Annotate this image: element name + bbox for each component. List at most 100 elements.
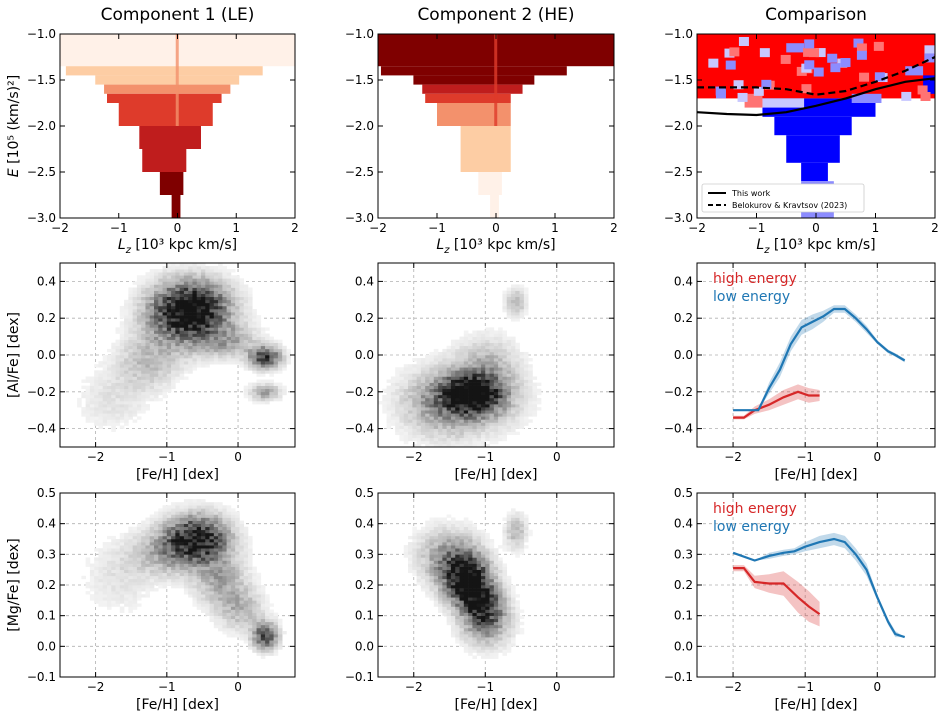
histogram-bin	[269, 649, 274, 653]
histogram-bin	[485, 634, 490, 638]
histogram-bin	[511, 351, 516, 356]
histogram-bin	[416, 416, 422, 420]
histogram-bin	[85, 394, 91, 399]
histogram-bin	[136, 575, 142, 580]
histogram-bin	[218, 585, 223, 589]
histogram-bin	[446, 621, 452, 626]
histogram-bin	[162, 281, 168, 285]
histogram-bin	[162, 373, 168, 377]
histogram-bin	[188, 581, 193, 586]
histogram-bin	[119, 348, 125, 353]
histogram-bin	[425, 560, 430, 564]
histogram-bin	[408, 407, 413, 411]
histogram-bin	[124, 376, 129, 380]
histogram-bin	[395, 413, 400, 417]
histogram-bin	[107, 545, 112, 549]
histogram-bin	[256, 609, 262, 613]
histogram-bin	[183, 508, 189, 512]
histogram-bin	[455, 364, 460, 368]
histogram-bin	[136, 293, 142, 298]
histogram-bin	[248, 351, 253, 356]
histogram-bin	[282, 351, 287, 356]
histogram-bin	[403, 440, 409, 445]
histogram-bin	[218, 548, 223, 552]
histogram-bin	[416, 367, 422, 371]
histogram-bin	[162, 272, 168, 276]
histogram-bin	[218, 569, 223, 574]
histogram-bin	[472, 425, 477, 429]
histogram-bin	[511, 355, 516, 359]
histogram-bin	[416, 358, 422, 362]
histogram-bin	[218, 508, 223, 512]
histogram-bin	[260, 603, 266, 607]
histogram-bin	[459, 612, 465, 616]
histogram-bin	[188, 578, 193, 583]
histogram-bin	[502, 388, 508, 393]
histogram-bin	[515, 351, 520, 356]
histogram-bin	[209, 618, 215, 623]
histogram-bin	[201, 278, 206, 282]
histogram-bin	[149, 290, 155, 294]
histogram-bin	[468, 532, 473, 537]
histogram-bin	[498, 385, 503, 390]
histogram-bin	[472, 434, 477, 439]
histogram-bin	[416, 385, 422, 390]
histogram-bin	[166, 351, 172, 356]
histogram-bin	[395, 391, 400, 396]
histogram-bin	[149, 309, 155, 313]
histogram-bin	[141, 379, 146, 383]
histogram-bin	[218, 287, 223, 291]
histogram-bin	[485, 376, 490, 380]
x-axis-label-sub: z	[125, 245, 132, 256]
histogram-bin	[209, 269, 215, 273]
histogram-bin	[476, 640, 482, 644]
histogram-bin	[192, 572, 198, 577]
histogram-bin	[205, 275, 210, 279]
histogram-bin	[175, 539, 180, 543]
histogram-bin	[188, 502, 193, 506]
histogram-bin	[111, 358, 116, 362]
histogram-bin	[239, 321, 245, 325]
histogram-bin	[192, 312, 198, 316]
histogram-bin	[429, 575, 435, 580]
histogram-bin	[485, 624, 490, 629]
histogram-bin	[175, 379, 180, 383]
histogram-bin	[128, 351, 133, 356]
histogram-bin	[260, 631, 266, 635]
histogram-bin	[132, 591, 138, 595]
histogram-bin	[493, 597, 499, 601]
histogram-bin	[162, 385, 168, 390]
histogram-bin	[209, 557, 215, 561]
histogram-bin	[201, 305, 206, 310]
histogram-bin	[226, 302, 232, 307]
histogram-bin	[239, 634, 245, 638]
histogram-bin	[489, 578, 495, 583]
histogram-bin	[438, 443, 443, 447]
histogram-bin	[468, 542, 473, 546]
histogram-bin	[511, 410, 516, 414]
histogram-bin	[179, 266, 185, 270]
histogram-bin	[128, 566, 133, 570]
histogram-bin	[455, 575, 460, 580]
histogram-bin	[154, 318, 159, 322]
histogram-bin	[472, 376, 477, 380]
histogram-bin	[446, 437, 452, 442]
histogram-bin	[442, 443, 447, 447]
histogram-bin	[395, 404, 400, 408]
histogram-bin	[226, 560, 232, 564]
histogram-bin	[273, 621, 279, 626]
histogram-bin	[179, 296, 185, 301]
histogram-bin	[115, 572, 121, 577]
histogram-bin	[256, 364, 262, 368]
histogram-bin	[472, 526, 477, 531]
histogram-bin	[450, 391, 456, 396]
histogram-bin	[519, 376, 525, 380]
histogram-bin	[269, 643, 274, 647]
histogram-bin	[446, 560, 452, 564]
histogram-bin	[205, 548, 210, 552]
histogram-bin	[468, 637, 473, 641]
histogram-bin	[132, 603, 138, 607]
histogram-bin	[455, 606, 460, 610]
histogram-bin	[480, 443, 486, 447]
histogram-bin	[124, 404, 129, 408]
